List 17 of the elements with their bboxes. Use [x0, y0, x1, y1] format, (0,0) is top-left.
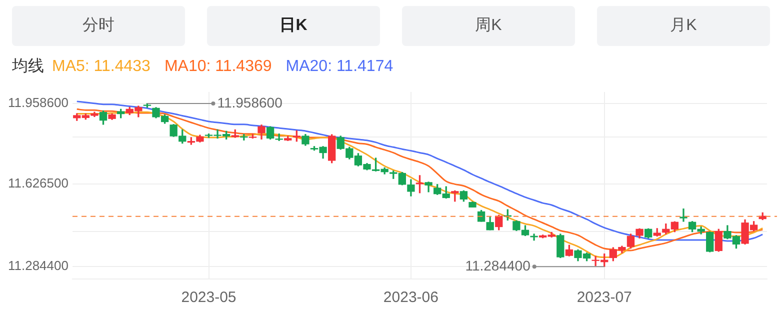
text: 月K [597, 6, 770, 46]
text: 日K [207, 6, 380, 46]
y-tick-label: 11.958600 [8, 95, 68, 110]
x-tick-label: 2023-05 [181, 289, 236, 306]
text: 分时 [12, 6, 185, 46]
annotation: 11.284400 [465, 257, 531, 274]
text: MA5: 11.4433 [52, 58, 150, 75]
y-tick-label: 11.284400 [8, 258, 68, 274]
candlestick [680, 208, 688, 222]
y-tick-label: 11.626500 [8, 175, 68, 190]
text: 周K [402, 6, 575, 46]
text: MA20: 11.4174 [286, 58, 394, 75]
legend-title: 均线 [12, 58, 44, 75]
x-tick-label: 2023-06 [383, 289, 438, 306]
text: MA10: 11.4369 [164, 58, 272, 75]
annotation: 11.958600 [217, 94, 283, 110]
x-tick-label: 2023-07 [576, 289, 632, 306]
